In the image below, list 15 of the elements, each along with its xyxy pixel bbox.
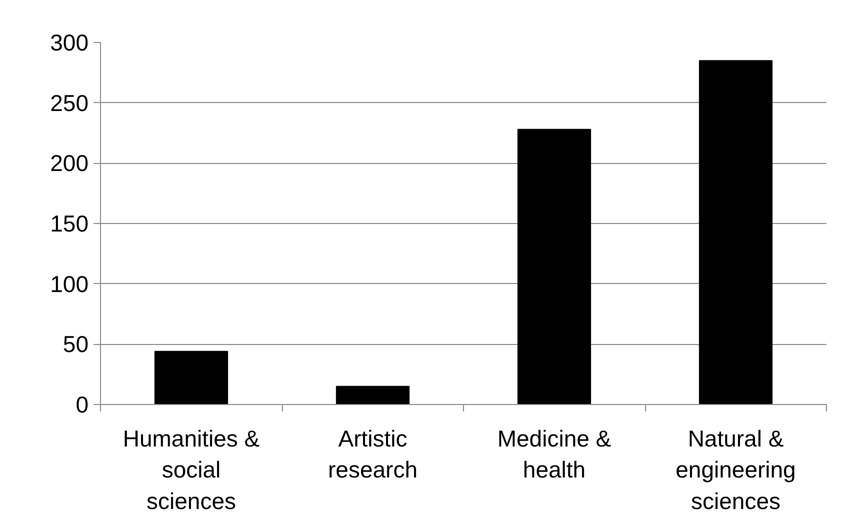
y-tick-label: 100 [50, 270, 88, 297]
y-tick-label: 150 [50, 210, 88, 236]
bar [517, 128, 592, 404]
x-tick-label: Natural & engineering sciences [676, 426, 796, 514]
x-tick-label: Medicine & health [497, 426, 612, 483]
x-tick-label: Artistic research [328, 426, 418, 483]
y-tick-label: 0 [76, 392, 89, 418]
bar [698, 60, 773, 404]
y-tick-label: 50 [62, 331, 89, 358]
x-tick-label: Humanities & social sciences [122, 426, 260, 514]
y-tick-label: 300 [50, 30, 88, 56]
bar [336, 386, 410, 404]
bar [154, 350, 228, 404]
y-tick-label: 250 [50, 90, 88, 116]
y-tick-label: 200 [50, 150, 88, 176]
